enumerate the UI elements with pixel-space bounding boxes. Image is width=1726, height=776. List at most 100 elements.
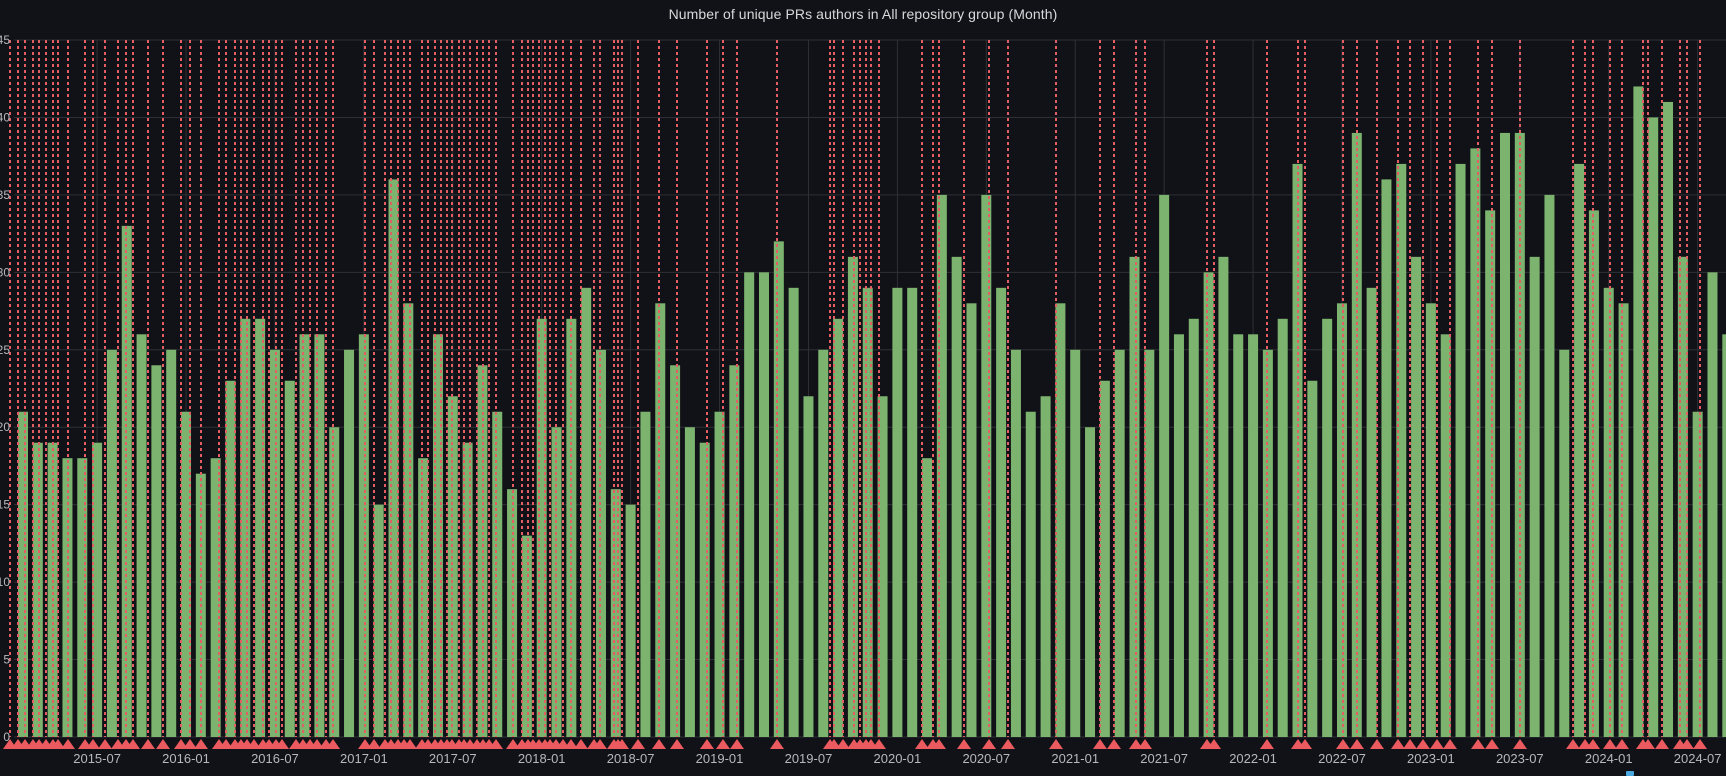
annotation-marker[interactable]	[730, 739, 744, 749]
bar-2015-12[interactable]	[166, 349, 177, 737]
bar-2020-03[interactable]	[922, 458, 933, 737]
bar-2016-10[interactable]	[314, 334, 325, 737]
annotation-marker[interactable]	[126, 739, 140, 749]
bar-2019-01[interactable]	[714, 411, 725, 737]
annotation-marker[interactable]	[506, 739, 520, 749]
bar-2017-10[interactable]	[492, 411, 503, 737]
bar-2018-11[interactable]	[684, 427, 695, 737]
bar-2021-09[interactable]	[1188, 318, 1199, 737]
bar-2023-08[interactable]	[1529, 256, 1540, 737]
bar-2018-05[interactable]	[595, 349, 606, 737]
annotation-marker[interactable]	[836, 739, 850, 749]
annotation-marker[interactable]	[1129, 739, 1143, 749]
bar-2016-04[interactable]	[225, 380, 236, 737]
bar-2016-03[interactable]	[210, 458, 221, 737]
bar-2021-12[interactable]	[1233, 334, 1244, 737]
bar-2024-05[interactable]	[1663, 101, 1674, 737]
bar-2015-07[interactable]	[92, 442, 103, 737]
bar-2020-07[interactable]	[981, 194, 992, 737]
bar-2022-10[interactable]	[1381, 179, 1392, 737]
annotation-markers[interactable]	[3, 739, 1707, 749]
annotation-marker[interactable]	[593, 739, 607, 749]
annotation-marker[interactable]	[982, 739, 996, 749]
bar-2023-11[interactable]	[1574, 163, 1585, 737]
annotation-marker[interactable]	[1641, 739, 1655, 749]
bar-2024-02[interactable]	[1618, 303, 1629, 737]
bar-2022-02[interactable]	[1262, 349, 1273, 737]
bar-2017-06[interactable]	[432, 334, 443, 737]
bar-2020-10[interactable]	[1025, 411, 1036, 737]
bar-2016-01[interactable]	[181, 411, 192, 737]
annotation-marker[interactable]	[827, 739, 841, 749]
annotation-marker[interactable]	[358, 739, 372, 749]
annotation-marker[interactable]	[1680, 739, 1694, 749]
annotation-marker[interactable]	[51, 739, 65, 749]
bar-2022-01[interactable]	[1248, 334, 1259, 737]
bar-2023-06[interactable]	[1500, 132, 1510, 737]
bar-2022-05[interactable]	[1307, 380, 1318, 737]
bar-2019-06[interactable]	[788, 287, 799, 737]
bar-2016-05[interactable]	[240, 318, 251, 737]
annotation-marker[interactable]	[1298, 739, 1312, 749]
bar-2018-07[interactable]	[625, 504, 636, 737]
annotation-marker[interactable]	[574, 739, 588, 749]
annotation-marker[interactable]	[957, 739, 971, 749]
annotation-marker[interactable]	[1586, 739, 1600, 749]
annotation-marker[interactable]	[700, 739, 714, 749]
bar-2022-12[interactable]	[1411, 256, 1422, 737]
bar-2019-12[interactable]	[877, 396, 888, 737]
bar-2019-04[interactable]	[759, 272, 769, 737]
bar-2022-07[interactable]	[1336, 303, 1347, 737]
bar-2023-03[interactable]	[1455, 163, 1466, 737]
annotation-marker[interactable]	[156, 739, 170, 749]
bar-2023-09[interactable]	[1544, 194, 1555, 737]
bar-2015-06[interactable]	[77, 458, 88, 737]
annotation-marker[interactable]	[183, 739, 197, 749]
bar-2024-06[interactable]	[1677, 256, 1688, 737]
bar-2020-09[interactable]	[1010, 349, 1021, 737]
bar-2019-10[interactable]	[847, 256, 858, 737]
bar-2023-05[interactable]	[1485, 210, 1496, 737]
annotation-marker[interactable]	[1336, 739, 1350, 749]
annotation-marker[interactable]	[652, 739, 666, 749]
bar-2017-08[interactable]	[462, 442, 473, 737]
bar-2021-03[interactable]	[1099, 380, 1110, 737]
annotation-marker[interactable]	[915, 739, 929, 749]
bar-2018-12[interactable]	[699, 442, 710, 737]
bar-2020-11[interactable]	[1040, 396, 1051, 737]
annotation-marker[interactable]	[310, 739, 324, 749]
annotation-marker[interactable]	[1049, 739, 1063, 749]
bar-2016-07[interactable]	[269, 349, 280, 737]
bar-2021-10[interactable]	[1203, 272, 1214, 737]
annotation-marker[interactable]	[1391, 739, 1405, 749]
bar-2018-08[interactable]	[640, 411, 651, 737]
bar-2017-01[interactable]	[358, 334, 369, 737]
bar-2022-03[interactable]	[1277, 318, 1288, 737]
bar-2017-07[interactable]	[447, 396, 458, 737]
annotation-marker[interactable]	[615, 739, 629, 749]
bar-2016-12[interactable]	[344, 349, 355, 737]
bar-2015-02[interactable]	[18, 411, 28, 737]
annotation-marker[interactable]	[1471, 739, 1485, 749]
bar-2023-02[interactable]	[1440, 334, 1451, 737]
bar-2021-05[interactable]	[1129, 256, 1140, 737]
bar-2024-08[interactable]	[1707, 272, 1718, 737]
bar-2017-04[interactable]	[403, 303, 414, 737]
legend-swatch-cropped[interactable]	[1626, 771, 1634, 776]
bar-2016-08[interactable]	[284, 380, 295, 737]
bar-2023-04[interactable]	[1470, 148, 1481, 737]
bar-2022-09[interactable]	[1366, 287, 1377, 737]
bar-2015-11[interactable]	[151, 365, 162, 737]
bar-2018-04[interactable]	[581, 287, 592, 737]
bar-2016-11[interactable]	[329, 427, 340, 737]
bar-2019-08[interactable]	[818, 349, 829, 737]
bar-2020-08[interactable]	[996, 287, 1007, 737]
annotation-marker[interactable]	[1001, 739, 1015, 749]
bar-2024-07[interactable]	[1692, 411, 1703, 737]
annotation-marker[interactable]	[174, 739, 188, 749]
annotation-marker[interactable]	[670, 739, 684, 749]
bar-2020-02[interactable]	[907, 287, 918, 737]
bar-2015-08[interactable]	[106, 349, 117, 737]
bar-2021-07[interactable]	[1159, 194, 1170, 737]
annotation-marker[interactable]	[194, 739, 208, 749]
